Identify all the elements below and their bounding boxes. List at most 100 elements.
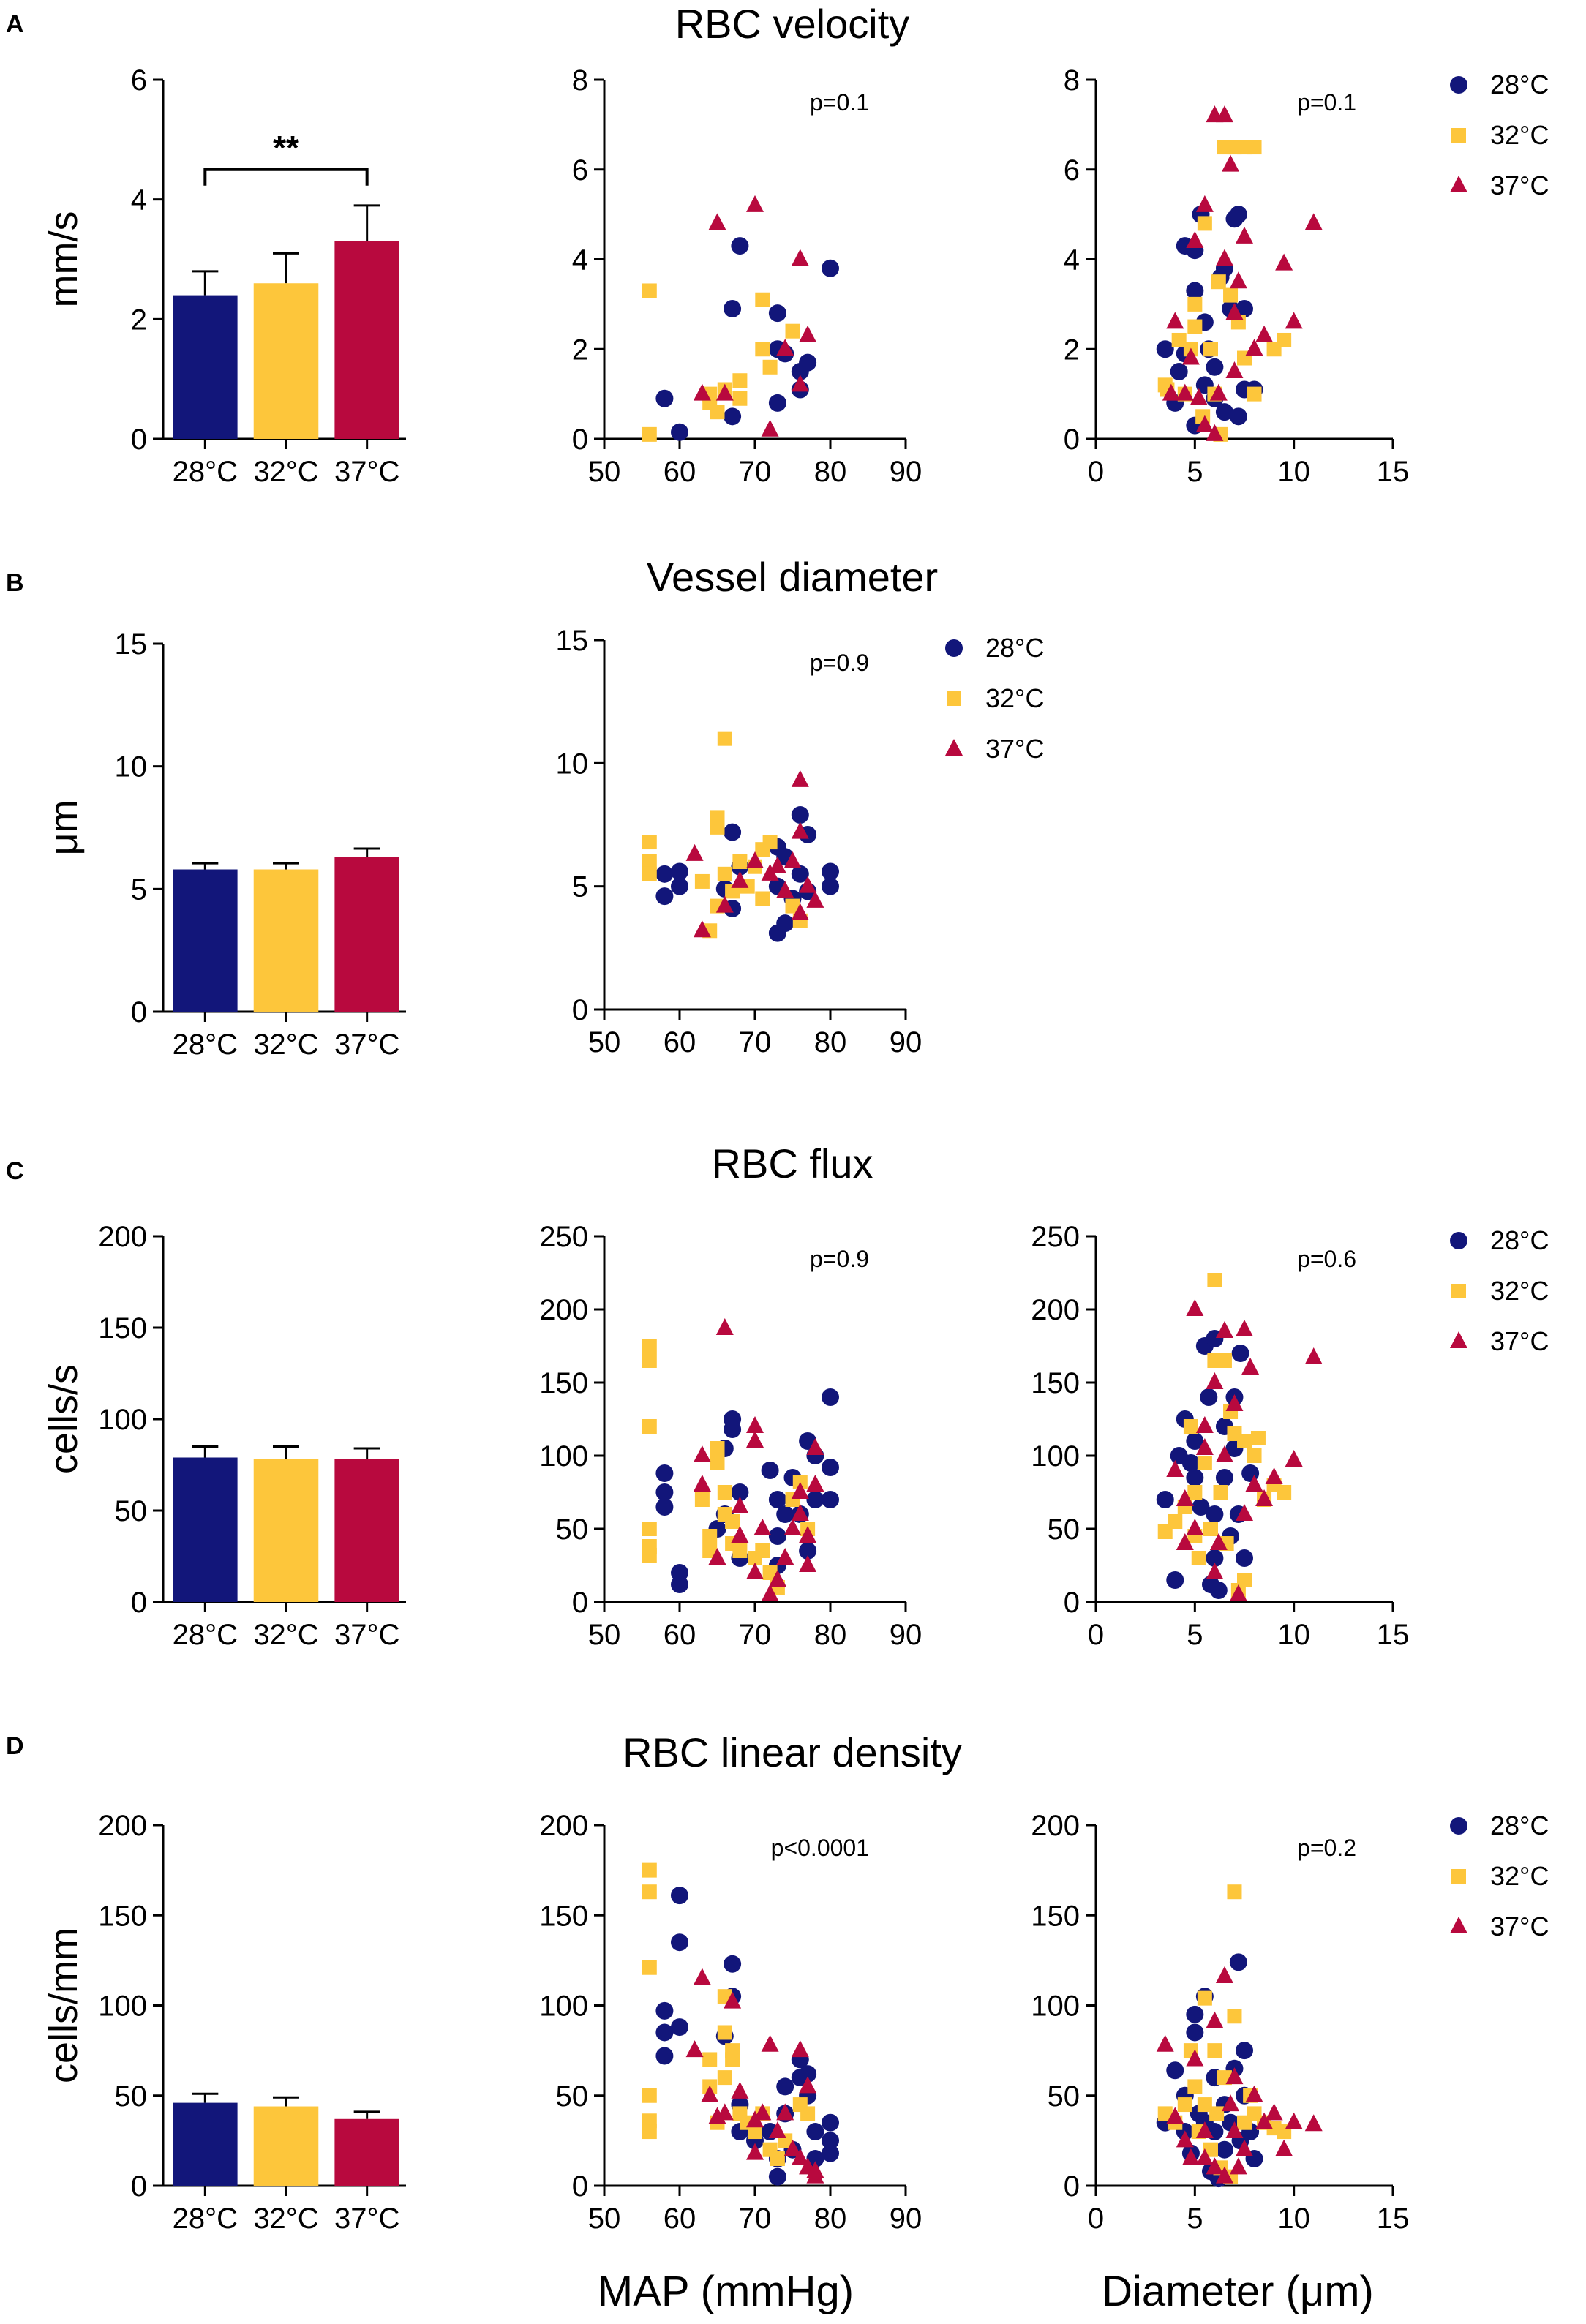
data-point-37c <box>746 195 764 212</box>
data-point-32c <box>1207 1273 1222 1287</box>
y-tick-label: 0 <box>572 994 588 1026</box>
data-point-28c <box>1229 407 1247 426</box>
data-point-28c <box>1186 1469 1204 1486</box>
series-37c <box>1166 1299 1323 1601</box>
data-point-37c <box>1229 1584 1247 1601</box>
y-tick-label: 0 <box>572 2170 588 2203</box>
data-point-32c <box>717 731 732 746</box>
data-point-37c <box>1255 2112 1274 2129</box>
data-point-37c <box>1265 1467 1283 1484</box>
y-tick-label: 0 <box>131 424 147 456</box>
data-point-37c <box>1222 2094 1240 2112</box>
data-point-32c <box>710 405 725 420</box>
y-tick-label: 50 <box>556 2080 589 2113</box>
y-tick-label: 15 <box>556 625 589 657</box>
y-tick-label: 4 <box>131 184 147 217</box>
legends: 28°C32°C37°C28°C32°C37°C28°C32°C37°C28°C… <box>945 69 1549 1941</box>
data-point-28c <box>671 1576 688 1593</box>
x-tick-label: 0 <box>1088 1619 1104 1651</box>
data-point-32c <box>694 1492 710 1507</box>
legend-marker-32c <box>1451 128 1466 143</box>
bar-chart-d: 0 50 100 150 200 28°C 32°C 37°C cells/mm <box>42 1810 406 2235</box>
data-point-32c <box>642 2124 657 2140</box>
data-point-32c <box>1197 2097 1212 2113</box>
series-37c <box>693 1318 824 1601</box>
data-point-37c <box>1275 2139 1293 2156</box>
data-point-32c <box>642 1960 657 1975</box>
x-tick-label: 15 <box>1377 2203 1410 2235</box>
data-point-28c <box>1215 2140 1233 2159</box>
data-point-37c <box>1236 1320 1253 1336</box>
data-point-32c <box>642 1419 657 1434</box>
data-point-37c <box>1206 1372 1224 1389</box>
data-point-28c <box>822 2132 839 2150</box>
data-point-28c <box>655 389 674 407</box>
data-point-28c <box>1170 362 1188 380</box>
data-point-37c <box>1190 388 1208 405</box>
y-tick-label: 0 <box>1064 1587 1080 1619</box>
data-point-28c <box>822 1459 839 1476</box>
category-label: 28°C <box>173 2203 238 2235</box>
y-tick-label: 5 <box>131 873 147 906</box>
data-point-28c <box>655 2023 674 2042</box>
y-tick-label: 4 <box>572 244 588 277</box>
data-point-28c <box>799 1542 817 1560</box>
data-point-28c <box>1236 300 1253 318</box>
data-point-37c <box>1275 253 1293 271</box>
data-point-37c <box>1215 2166 1233 2184</box>
y-tick-label: 100 <box>539 1440 588 1473</box>
data-point-37c <box>1245 339 1263 356</box>
legend-label: 28°C <box>1490 69 1549 99</box>
bar-28c <box>173 2102 238 2186</box>
data-point-28c <box>822 1388 839 1406</box>
data-point-37c <box>768 2121 786 2139</box>
data-point-32c <box>642 835 657 850</box>
scatter-chart-c-diam: 0 50 100 150 200 250 0 5 10 15 p=0.6 <box>1031 1221 1409 1651</box>
data-point-37c <box>1176 383 1194 401</box>
data-point-32c <box>1183 1419 1198 1434</box>
p-value-label: p=0.9 <box>810 650 869 676</box>
data-point-37c <box>731 1526 749 1543</box>
y-tick-label: 250 <box>539 1221 588 1253</box>
y-tick-label: 150 <box>539 1900 588 1932</box>
bar-chart-b: 0 5 10 15 28°C 32°C 37°C μm <box>42 628 406 1061</box>
data-point-32c <box>1237 1573 1252 1587</box>
data-point-32c <box>770 2151 785 2167</box>
data-point-28c <box>724 1955 742 1973</box>
data-point-28c <box>671 2018 688 2037</box>
x-tick-label: 60 <box>664 456 696 488</box>
legend-label: 32°C <box>1490 1861 1549 1891</box>
bar-32c <box>253 1459 319 1602</box>
data-point-37c <box>806 890 824 908</box>
data-point-37c <box>1215 249 1233 266</box>
data-point-28c <box>671 862 688 881</box>
data-point-37c <box>1236 2139 1253 2156</box>
data-point-32c <box>1197 216 1212 231</box>
data-point-32c <box>1227 1884 1242 1900</box>
data-point-28c <box>1215 1469 1233 1486</box>
data-point-28c <box>1206 1505 1224 1523</box>
bar-37c <box>334 857 399 1012</box>
data-point-37c <box>1181 347 1200 365</box>
data-point-28c <box>1186 2005 1204 2023</box>
y-tick-label: 0 <box>131 1587 147 1619</box>
data-point-37c <box>1176 1533 1194 1550</box>
data-point-28c <box>1215 403 1233 421</box>
y-tick-label: 15 <box>115 628 148 661</box>
data-point-28c <box>1206 358 1224 376</box>
y-tick-label: 150 <box>98 1312 147 1345</box>
y-tick-label: 2 <box>1064 334 1080 366</box>
data-point-37c <box>693 383 711 401</box>
bar-32c <box>253 869 319 1012</box>
data-point-28c <box>1229 206 1247 224</box>
panel-label-c: C <box>6 1157 24 1185</box>
data-point-28c <box>776 914 794 933</box>
data-point-37c <box>776 2103 794 2121</box>
data-point-32c <box>785 898 800 914</box>
data-point-37c <box>693 920 711 938</box>
x-tick-label: 90 <box>890 1619 922 1651</box>
data-point-37c <box>1162 383 1180 401</box>
data-point-37c <box>1215 1966 1233 1984</box>
y-tick-label: 50 <box>1048 2080 1080 2113</box>
data-point-32c <box>1197 1456 1212 1470</box>
